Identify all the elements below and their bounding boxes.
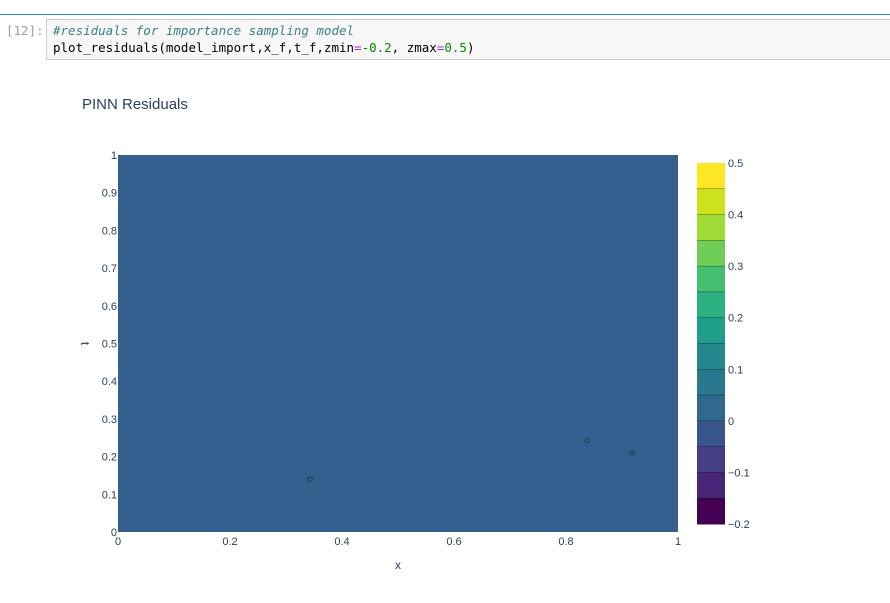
colorbar-level — [697, 317, 725, 344]
contour-island — [584, 437, 591, 443]
colorbar-level — [697, 343, 725, 370]
colorbar-level — [697, 266, 725, 293]
y-tick-label: 0.5 — [102, 339, 117, 351]
code-call-prefix: plot_residuals(model_import,x_f,t_f,zmin — [53, 40, 355, 55]
x-tick-label: 0.6 — [446, 536, 461, 548]
y-tick-label: 0.4 — [102, 376, 117, 388]
colorbar-level — [697, 472, 725, 499]
contour-island — [629, 450, 635, 456]
y-tick-label: 0 — [111, 527, 117, 539]
colorbar-tick-label: 0.3 — [728, 261, 743, 273]
colorbar: 0.5 0.4 0.3 0.2 0.1 0 −0.1 −0.2 — [697, 158, 750, 531]
x-axis-label: x — [395, 558, 401, 572]
colorbar-level — [697, 291, 725, 319]
code-operator: = — [436, 40, 445, 55]
code-line-comment: #residuals for importance sampling model — [53, 23, 354, 38]
x-tick-label: 0.4 — [334, 536, 349, 548]
colorbar-tick-label: −0.2 — [728, 519, 750, 531]
colorbar-tick-label: 0.4 — [728, 210, 743, 222]
colorbar-level — [697, 163, 725, 190]
code-separator: , zmax — [391, 40, 437, 55]
colorbar-level — [697, 395, 725, 422]
cell-selection-border — [0, 14, 890, 15]
y-tick-label: 0.6 — [102, 301, 117, 313]
colorbar-tick-label: 0 — [728, 416, 734, 428]
code-zmin-value: -0.2 — [361, 40, 392, 55]
code-call-suffix: ) — [466, 40, 475, 55]
code-line-call: plot_residuals(model_import,x_f,t_f,zmin… — [53, 40, 474, 55]
y-tick-label: 0.1 — [102, 489, 117, 501]
colorbar-level — [697, 446, 725, 473]
code-operator: = — [354, 40, 362, 55]
code-cell-input[interactable]: #residuals for importance sampling model… — [46, 19, 890, 60]
colorbar-level — [697, 498, 725, 525]
colorbar-tick-label: 0.2 — [728, 313, 743, 325]
colorbar-level — [697, 188, 725, 216]
y-tick-label: 0.3 — [102, 414, 117, 426]
colorbar-tick-label: 0.1 — [728, 364, 743, 376]
x-tick-label: 1 — [675, 536, 681, 548]
y-tick-label: 0.9 — [102, 188, 117, 200]
colorbar-level — [697, 240, 725, 267]
contour-island — [307, 476, 313, 482]
colorbar-level — [697, 214, 725, 241]
colorbar-tick-label: −0.1 — [728, 467, 750, 479]
x-tick-label: 0.8 — [558, 536, 573, 548]
colorbar-level — [697, 420, 725, 448]
colorbar-tick-label: 0.5 — [728, 158, 743, 170]
y-tick-label: 1 — [111, 150, 117, 162]
code-comment: #residuals for importance sampling model — [53, 23, 355, 38]
x-tick-label: 0.2 — [222, 536, 237, 548]
contour-fill-area[interactable] — [118, 155, 678, 532]
plot-title: PINN Residuals — [82, 96, 188, 113]
code-zmax-value: 0.5 — [444, 40, 467, 55]
colorbar-level — [697, 369, 725, 396]
x-tick-label: 0 — [115, 536, 121, 548]
y-tick-label: 0.2 — [102, 452, 117, 464]
y-axis-label: t — [78, 342, 92, 346]
y-tick-label: 0.8 — [102, 225, 117, 237]
cell-prompt: [12]: — [6, 23, 44, 38]
y-tick-label: 0.7 — [102, 263, 117, 275]
